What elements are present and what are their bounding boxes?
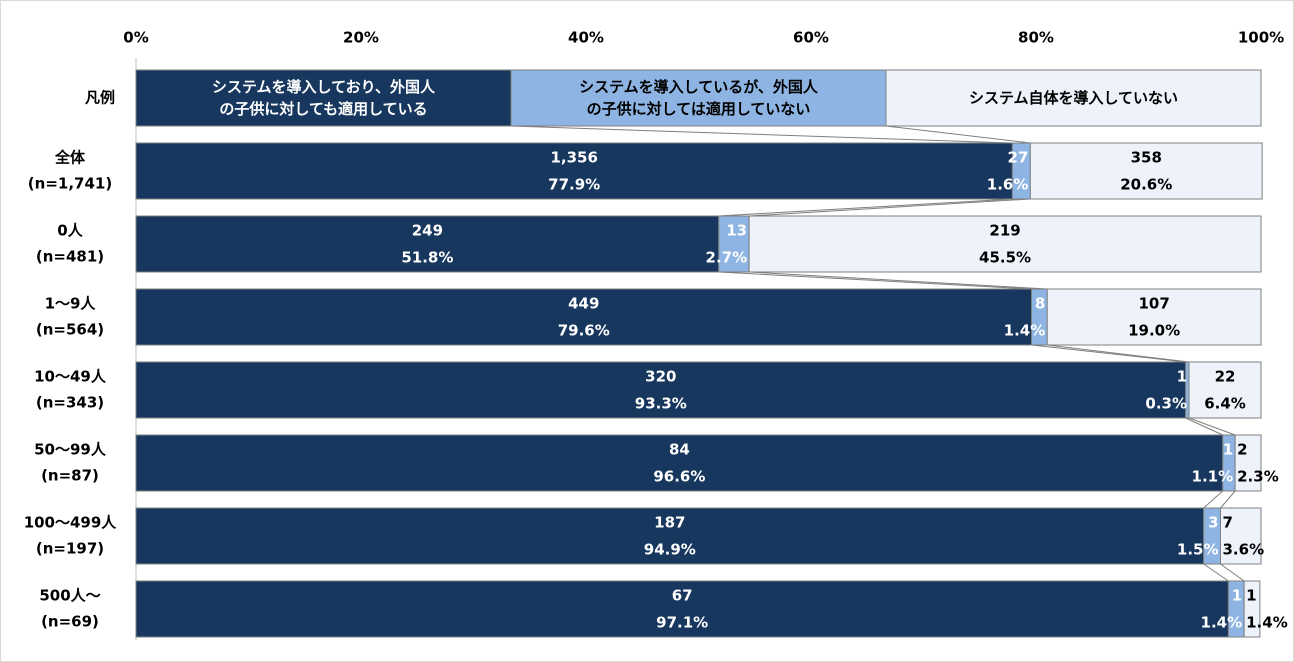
connector-line	[1220, 563, 1245, 582]
n-label: (n=564)	[36, 321, 104, 339]
x-tick-label: 100%	[1238, 29, 1284, 47]
category-label: 10～49人	[34, 368, 107, 386]
bar-segment	[135, 361, 1187, 419]
connector-line	[510, 125, 1013, 144]
legend-swatch	[510, 69, 887, 127]
bar-segment	[135, 288, 1032, 346]
count-label: 7	[1223, 514, 1233, 532]
count-label: 3	[1208, 514, 1218, 532]
value-label: 96.6%	[653, 468, 705, 486]
count-label: 2	[1237, 441, 1247, 459]
connector-line	[1031, 344, 1186, 363]
x-tick-label: 0%	[123, 29, 148, 47]
value-label: 94.9%	[644, 541, 696, 559]
n-label: (n=1,741)	[28, 175, 112, 193]
category-label: 1～9人	[45, 295, 97, 313]
bar-segment	[1243, 580, 1261, 638]
count-label: 13	[726, 222, 747, 240]
bar-segment	[135, 215, 720, 273]
count-label: 84	[669, 441, 690, 459]
connector-line	[749, 198, 1031, 217]
bar-segment	[135, 580, 1229, 638]
bar-segment	[135, 507, 1205, 565]
connector-line	[749, 271, 1048, 290]
value-label: 3.6%	[1223, 541, 1265, 559]
legend-label: システムを導入しているが、外国人の子供に対しては適用していない	[579, 78, 819, 118]
count-label: 8	[1035, 295, 1045, 313]
legend-label: システム自体を導入していない	[969, 89, 1178, 107]
count-label: 249	[412, 222, 443, 240]
count-label: 22	[1215, 368, 1236, 386]
count-label: 1	[1232, 587, 1242, 605]
count-label: 1	[1177, 368, 1187, 386]
value-label: 1.1%	[1192, 468, 1234, 486]
bar-segment	[1046, 288, 1262, 346]
connector-line	[1220, 490, 1236, 509]
count-label: 1	[1223, 441, 1233, 459]
connector-line	[885, 125, 1031, 144]
bar-segment	[135, 434, 1224, 492]
count-label: 1,356	[550, 149, 597, 167]
n-label: (n=343)	[36, 394, 104, 412]
bar-segment	[135, 142, 1013, 200]
x-tick-label: 20%	[343, 29, 379, 47]
value-label: 45.5%	[979, 249, 1031, 267]
count-label: 27	[1008, 149, 1029, 167]
value-label: 1.4%	[1004, 322, 1046, 340]
category-label: 全体	[54, 149, 86, 167]
legend-swatch	[885, 69, 1262, 127]
n-label: (n=197)	[36, 540, 104, 558]
bar-segment	[1029, 142, 1263, 200]
x-tick-label: 60%	[793, 29, 829, 47]
count-label: 187	[654, 514, 685, 532]
value-label: 6.4%	[1204, 395, 1246, 413]
x-tick-label: 80%	[1018, 29, 1054, 47]
category-label: 50～99人	[34, 441, 107, 459]
connector-line	[1047, 344, 1190, 363]
count-label: 67	[672, 587, 693, 605]
bar-segment	[748, 215, 1262, 273]
legend-row-label: 凡例	[85, 89, 115, 107]
value-label: 97.1%	[656, 614, 708, 632]
count-label: 320	[645, 368, 676, 386]
value-label: 93.3%	[635, 395, 687, 413]
count-label: 449	[568, 295, 599, 313]
connector-line	[1203, 490, 1224, 509]
value-label: 1.6%	[987, 176, 1029, 194]
value-label: 79.6%	[558, 322, 610, 340]
n-label: (n=481)	[36, 248, 104, 266]
n-label: (n=87)	[41, 467, 99, 485]
legend-swatch	[135, 69, 512, 127]
connector-line	[1203, 563, 1229, 582]
category-label: 0人	[57, 222, 83, 240]
value-label: 19.0%	[1128, 322, 1180, 340]
connector-line	[1185, 417, 1223, 436]
category-label: 100～499人	[24, 514, 118, 532]
bar-segment	[1188, 361, 1262, 419]
value-label: 0.3%	[1145, 395, 1187, 413]
value-label: 51.8%	[401, 249, 453, 267]
n-label: (n=69)	[41, 613, 99, 631]
value-label: 20.6%	[1120, 176, 1172, 194]
count-label: 358	[1131, 149, 1162, 167]
connector-line	[718, 198, 1013, 217]
x-tick-label: 40%	[568, 29, 604, 47]
value-label: 77.9%	[548, 176, 600, 194]
count-label: 1	[1246, 587, 1256, 605]
legend-label: システムを導入しており、外国人の子供に対しても適用している	[212, 78, 436, 118]
count-label: 107	[1138, 295, 1169, 313]
category-label: 500人～	[39, 587, 100, 605]
bar-segment	[1220, 507, 1262, 565]
connector-line	[718, 271, 1032, 290]
value-label: 1.4%	[1246, 614, 1288, 632]
connector-line	[1188, 417, 1236, 436]
value-label: 2.3%	[1237, 468, 1279, 486]
value-label: 1.4%	[1201, 614, 1243, 632]
value-label: 2.7%	[706, 249, 748, 267]
bar-segment	[1234, 434, 1262, 492]
value-label: 1.5%	[1177, 541, 1219, 559]
bar-segment	[718, 215, 750, 273]
count-label: 219	[989, 222, 1020, 240]
